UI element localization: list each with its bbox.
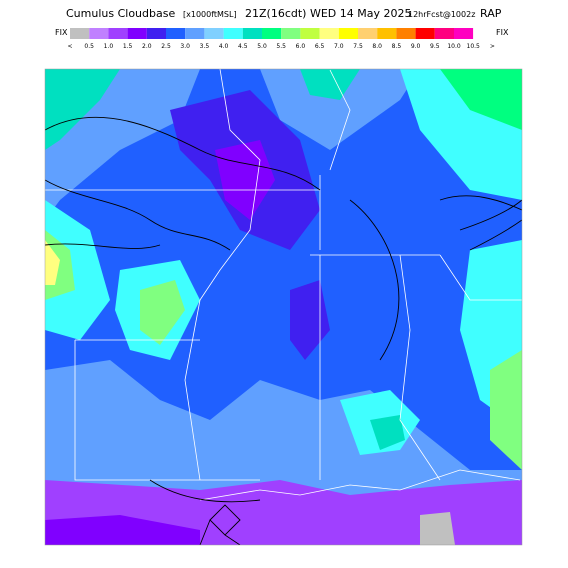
- colorbar-label: 0.5: [84, 43, 94, 50]
- field-region: [370, 415, 405, 450]
- colorbar-label: 3.5: [200, 43, 210, 50]
- colorbar-swatch: [89, 28, 109, 39]
- colorbar-label: 9.0: [411, 43, 421, 50]
- colorbar-label: 9.5: [430, 43, 440, 50]
- title: Cumulus Cloudbase: [66, 7, 175, 20]
- colorbar-swatch: [300, 28, 320, 39]
- field-region: [300, 69, 360, 100]
- field-region: [420, 512, 455, 545]
- field-region: [45, 200, 110, 340]
- field-region: [260, 69, 420, 150]
- colorbar-label: 6.0: [296, 43, 306, 50]
- colorbar-label: 10.0: [447, 43, 461, 50]
- colorbar-label: 4.5: [238, 43, 248, 50]
- colorbar-label: 2.0: [142, 43, 152, 50]
- map-frame: [44, 68, 523, 546]
- colorbar-swatch: [146, 28, 166, 39]
- colorbar-label: 7.5: [353, 43, 363, 50]
- colorbar-swatch: [242, 28, 262, 39]
- colorbar-label: 7.0: [334, 43, 344, 50]
- colorbar-swatch: [473, 28, 493, 39]
- map: [44, 68, 523, 546]
- colorbar-swatch: [108, 28, 128, 39]
- fix-left: FIX: [55, 28, 68, 37]
- colorbar-label: 8.5: [392, 43, 402, 50]
- colorbar-swatch: [338, 28, 358, 39]
- colorbar-swatch: [185, 28, 205, 39]
- field-region: [45, 515, 200, 545]
- colorbar-swatch: [377, 28, 397, 39]
- colorbar-label: <: [67, 43, 72, 50]
- colorbar-label: 10.5: [467, 43, 481, 50]
- units: [x1000ftMSL]: [183, 10, 237, 19]
- colorbar-swatch: [396, 28, 416, 39]
- field-region: [440, 69, 522, 130]
- colorbar-swatch: [262, 28, 282, 39]
- colorbar-swatch: [281, 28, 301, 39]
- state-borders: [45, 69, 522, 501]
- valid-time: 21Z(16cdt) WED 14 May 2025: [245, 7, 411, 20]
- colorbar-label: 1.5: [123, 43, 133, 50]
- field-region: [490, 350, 522, 470]
- field-region: [45, 360, 522, 500]
- contours: [45, 116, 522, 545]
- colorbar-swatch: [358, 28, 378, 39]
- field-region: [45, 69, 120, 150]
- colorbar-swatch: [415, 28, 435, 39]
- colorbar-label: 8.0: [372, 43, 382, 50]
- colorbar-swatch: [454, 28, 474, 39]
- colorbar-label: 2.5: [161, 43, 171, 50]
- field-region: [140, 280, 185, 345]
- colorbar-label: 5.5: [276, 43, 286, 50]
- fix-right: FIX: [496, 28, 509, 37]
- colorbar-swatch: [223, 28, 243, 39]
- model: RAP: [480, 7, 502, 20]
- colorbar-label: 5.0: [257, 43, 267, 50]
- colorbar-swatch: [319, 28, 339, 39]
- colorbar-label: >: [490, 43, 495, 50]
- colorbar-swatch: [166, 28, 186, 39]
- colorbar-label: 6.5: [315, 43, 325, 50]
- colorbar-label: 1.0: [104, 43, 114, 50]
- forecast: 12hrFcst@1002z: [408, 10, 475, 19]
- colorbar-swatch: [70, 28, 90, 39]
- colorbar-label: 4.0: [219, 43, 229, 50]
- field: [45, 69, 522, 545]
- colorbar: <0.5 1.0 1.5 2.0 2.5 3.0 3.5 4.0 4.5 5.0 5.5 6.0 6.5…: [67, 28, 495, 50]
- field-region: [45, 240, 60, 285]
- colorbar-label: 3.0: [180, 43, 190, 50]
- colorbar-swatch: [434, 28, 454, 39]
- colorbar-swatch: [127, 28, 147, 39]
- colorbar-swatch: [204, 28, 224, 39]
